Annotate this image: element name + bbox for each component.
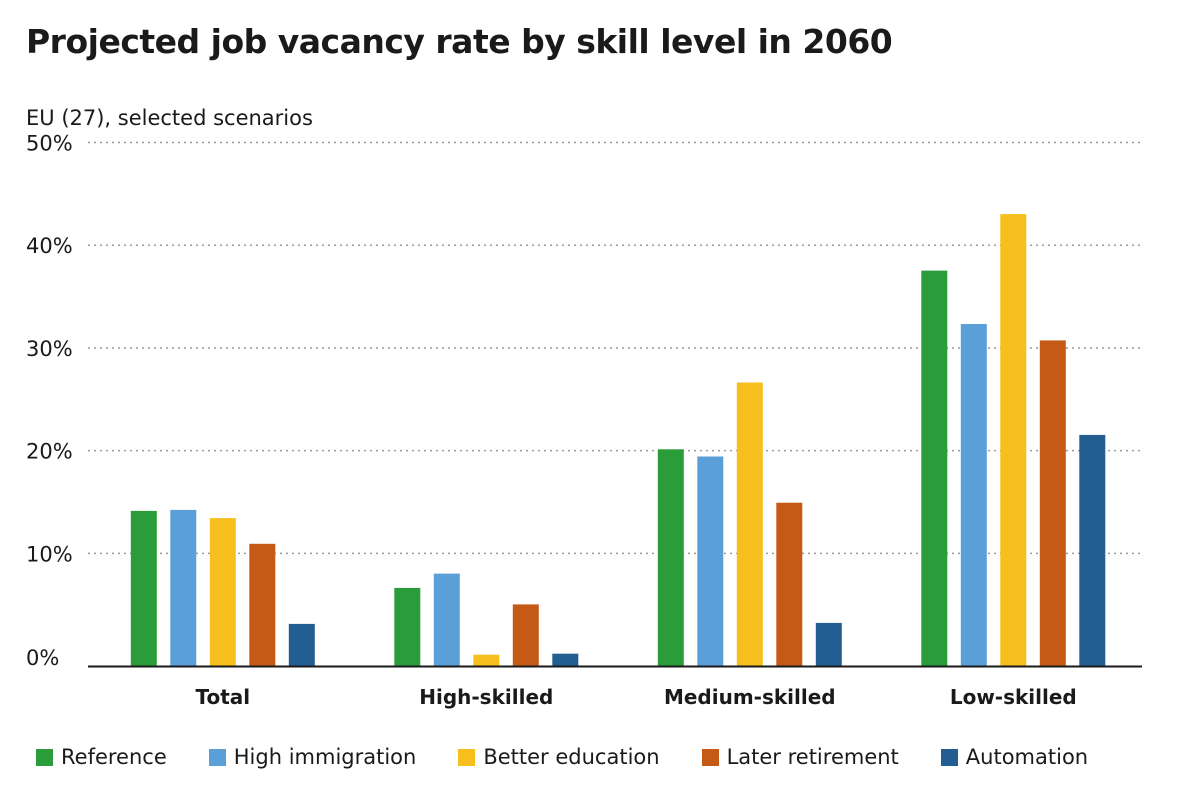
bar: [921, 270, 948, 666]
y-tick-label: 10%: [26, 542, 73, 566]
bar: [960, 324, 987, 666]
legend-label: Reference: [61, 745, 167, 769]
bars: [130, 214, 1106, 666]
bar: [815, 622, 842, 666]
bar: [249, 543, 276, 666]
bar: [697, 456, 724, 666]
legend-swatch: [208, 748, 226, 766]
chart-subtitle: EU (27), selected scenarios: [26, 106, 313, 130]
bar: [1079, 434, 1106, 666]
legend-item: Reference: [36, 745, 167, 769]
legend-label: Automation: [965, 745, 1089, 769]
y-tick-label: 0%: [26, 646, 59, 670]
legend-swatch: [458, 748, 476, 766]
bar: [473, 654, 500, 666]
x-category-label: High-skilled: [419, 685, 553, 709]
legend-item: Better education: [458, 745, 660, 769]
bar: [1000, 214, 1027, 666]
y-axis-ticks: 0% 10% 20% 30% 40% 50%: [26, 132, 73, 671]
legend-label: Better education: [483, 745, 660, 769]
bar: [1039, 340, 1066, 666]
bar: [394, 587, 421, 666]
x-category-label: Total: [195, 685, 250, 709]
bar: [170, 509, 197, 666]
x-category-label: Low-skilled: [950, 685, 1077, 709]
legend-label: High immigration: [233, 745, 417, 769]
bar: [776, 502, 803, 666]
legend-swatch: [701, 748, 719, 766]
bar: [657, 449, 684, 666]
y-tick-label: 20%: [26, 440, 73, 464]
bar: [552, 653, 579, 666]
legend-swatch: [940, 748, 958, 766]
y-tick-label: 30%: [26, 337, 73, 361]
legend: Reference High immigration Better educatio…: [36, 745, 1130, 769]
bar: [209, 518, 236, 666]
x-category-label: Medium-skilled: [664, 685, 836, 709]
bar: [130, 510, 157, 666]
legend-item: High immigration: [208, 745, 417, 769]
chart-title: Projected job vacancy rate by skill leve…: [26, 22, 893, 61]
bar-chart: 0% 10% 20% 30% 40% 50% Total High-skilled Mediu…: [26, 132, 1142, 709]
bar: [512, 604, 539, 666]
bar: [736, 382, 763, 666]
y-tick-label: 40%: [26, 234, 73, 258]
legend-swatch: [36, 748, 53, 766]
legend-label: Later retirement: [726, 745, 899, 769]
y-tick-label: 50%: [26, 132, 73, 156]
bar: [433, 573, 460, 666]
legend-item: Automation: [940, 745, 1089, 769]
legend-item: Later retirement: [701, 745, 899, 769]
bar: [288, 623, 315, 666]
x-axis-categories: Total High-skilled Medium-skilled Low-skill…: [195, 685, 1076, 709]
